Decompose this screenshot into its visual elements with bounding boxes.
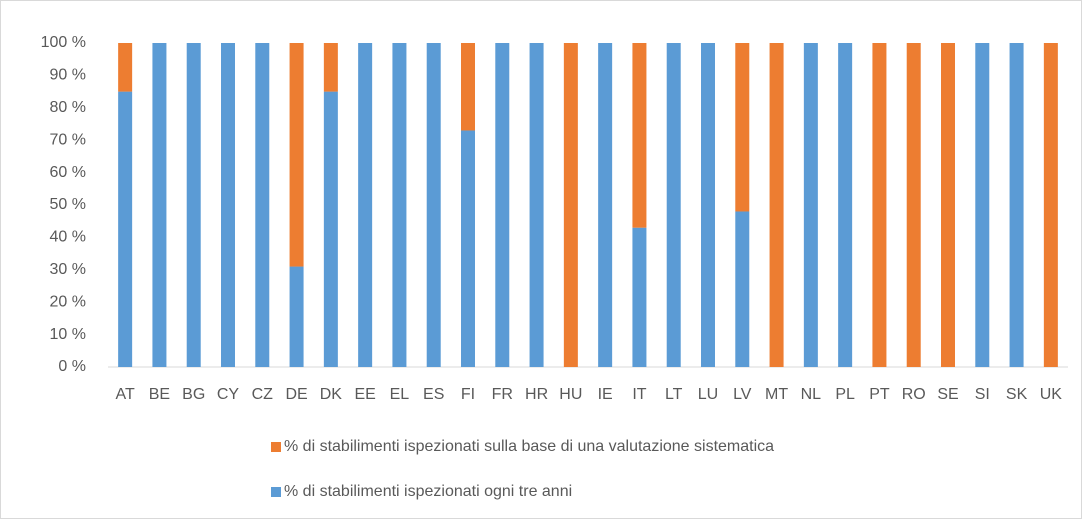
x-tick-label: CY [217,386,240,403]
x-tick-label: FI [461,386,475,403]
x-tick-label: UK [1040,386,1063,403]
bar-segment [461,130,475,367]
x-tick-label: PT [869,386,890,403]
legend-swatch [271,487,281,497]
y-tick-label: 40 % [50,229,86,246]
bar-segment [735,43,750,212]
legend-swatch [271,442,281,452]
y-tick-label: 80 % [50,99,86,116]
x-tick-label: LU [698,386,718,403]
x-tick-label: LT [665,386,683,403]
x-tick-label: SK [1006,386,1028,403]
bar-segment [632,227,647,367]
x-tick-label: IT [632,386,646,403]
bar-segment [906,43,921,367]
x-tick-label: BG [182,386,205,403]
x-tick-label: EL [390,386,410,403]
y-tick-label: 50 % [50,196,86,213]
x-tick-label: PL [835,386,855,403]
x-tick-label: MT [765,386,788,403]
bar-segment [118,43,133,92]
y-tick-label: 90 % [50,67,86,84]
bar-segment [186,43,201,367]
bar-segment [701,43,715,367]
bar-segment [255,43,270,367]
bar-segment [872,43,887,367]
bar-segment [289,43,304,267]
x-tick-label: ES [423,386,444,403]
bar-segment [495,43,510,367]
x-tick-label: CZ [252,386,274,403]
bar-segment [632,43,647,228]
bar-segment [221,43,235,367]
y-tick-label: 100 % [41,34,86,51]
x-tick-label: SI [975,386,990,403]
bar-segment [1009,43,1024,367]
bar-segment [803,43,818,367]
bar-segment [598,43,613,367]
x-tick-label: NL [801,386,822,403]
legend-label: % di stabilimenti ispezionati sulla base… [284,438,774,455]
bar-segment [289,266,304,367]
y-tick-label: 30 % [50,261,86,278]
bar-segment [118,91,133,367]
bar-segment [735,211,750,367]
bar-segment [461,43,475,131]
y-tick-label: 20 % [50,293,86,310]
x-tick-label: DK [320,386,343,403]
bar-segment [975,43,990,367]
bar-segment [563,43,578,367]
y-tick-label: 10 % [50,326,86,343]
bar-segment [392,43,407,367]
x-tick-label: HU [559,386,582,403]
x-tick-label: RO [902,386,926,403]
x-tick-label: AT [116,386,135,403]
x-tick-label: BE [149,386,170,403]
bar-segment [323,91,338,367]
bar-segment [838,43,853,367]
y-tick-label: 60 % [50,164,86,181]
x-tick-label: IE [598,386,613,403]
bar-segment [666,43,681,367]
bar-segment [152,43,167,367]
x-tick-label: EE [354,386,375,403]
x-tick-label: LV [733,386,752,403]
y-tick-label: 0 % [58,358,86,375]
x-tick-label: DE [285,386,307,403]
x-tick-label: FR [492,386,513,403]
y-tick-label: 70 % [50,131,86,148]
bar-segment [769,43,784,367]
bar-segment [941,43,955,367]
x-tick-label: SE [937,386,958,403]
bar-segment [426,43,441,367]
x-tick-label: HR [525,386,548,403]
bar-segment [529,43,544,367]
legend-label: % di stabilimenti ispezionati ogni tre a… [284,483,572,500]
bar-segment [358,43,373,367]
bar-segment [1043,43,1058,367]
bar-segment [323,43,338,92]
